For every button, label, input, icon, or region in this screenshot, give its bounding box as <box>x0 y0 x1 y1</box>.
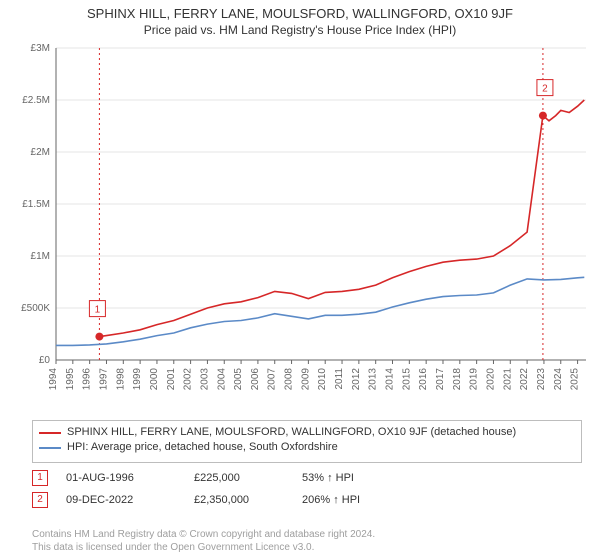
x-tick-label: 2001 <box>166 368 177 391</box>
x-tick-label: 2004 <box>216 368 227 391</box>
series-hpi <box>56 277 584 345</box>
x-tick-label: 2005 <box>233 368 244 391</box>
legend-swatch <box>39 447 61 449</box>
legend-label: SPHINX HILL, FERRY LANE, MOULSFORD, WALL… <box>67 425 516 440</box>
x-tick-label: 2019 <box>469 368 480 391</box>
sale-row-hpi: 206% ↑ HPI <box>302 494 392 506</box>
x-tick-label: 2025 <box>570 368 581 391</box>
sale-row-hpi: 53% ↑ HPI <box>302 472 392 484</box>
sale-row-price: £2,350,000 <box>194 494 284 506</box>
sale-points-table: 1 01-AUG-1996 £225,000 53% ↑ HPI 2 09-DEC-202… <box>32 470 582 514</box>
y-tick-label: £1M <box>31 251 50 262</box>
y-tick-label: £1.5M <box>22 199 50 210</box>
footer-line-2: This data is licensed under the Open Gov… <box>32 542 582 555</box>
x-tick-label: 2011 <box>334 368 345 390</box>
legend-label: HPI: Average price, detached house, Sout… <box>67 440 338 455</box>
x-tick-label: 2024 <box>553 368 564 391</box>
x-tick-label: 2002 <box>183 368 194 391</box>
sale-dot <box>539 112 547 120</box>
x-tick-label: 2009 <box>300 368 311 391</box>
x-tick-label: 2017 <box>435 368 446 391</box>
series-price_paid <box>99 100 584 337</box>
legend: SPHINX HILL, FERRY LANE, MOULSFORD, WALL… <box>32 420 582 463</box>
sale-callout-number: 2 <box>542 84 548 95</box>
legend-swatch <box>39 432 61 434</box>
footer-line-1: Contains HM Land Registry data © Crown c… <box>32 529 582 542</box>
x-tick-label: 1999 <box>132 368 143 391</box>
legend-row: HPI: Average price, detached house, Sout… <box>39 440 575 455</box>
sale-row-price: £225,000 <box>194 472 284 484</box>
x-tick-label: 2015 <box>401 368 412 391</box>
x-tick-label: 2021 <box>502 368 513 391</box>
x-tick-label: 2018 <box>452 368 463 391</box>
chart-title: SPHINX HILL, FERRY LANE, MOULSFORD, WALL… <box>8 6 592 21</box>
chart-area: £0 £500K £1M £1.5M £2M £2.5M £3M 1994 1995 1996 19… <box>0 40 600 410</box>
sale-row-date: 01-AUG-1996 <box>66 472 176 484</box>
sale-row-date: 09-DEC-2022 <box>66 494 176 506</box>
sale-row-marker: 2 <box>32 492 48 508</box>
y-tick-label: £2.5M <box>22 95 50 106</box>
x-tick-label: 2007 <box>267 368 278 391</box>
attribution-footer: Contains HM Land Registry data © Crown c… <box>32 529 582 554</box>
sale-row: 2 09-DEC-2022 £2,350,000 206% ↑ HPI <box>32 492 582 508</box>
line-chart: £0 £500K £1M £1.5M £2M £2.5M £3M 1994 1995 1996 19… <box>0 40 600 410</box>
sale-row: 1 01-AUG-1996 £225,000 53% ↑ HPI <box>32 470 582 486</box>
x-tick-label: 1997 <box>98 368 109 391</box>
x-tick-label: 1996 <box>82 368 93 391</box>
sale-callout-number: 1 <box>95 305 101 316</box>
x-tick-label: 1994 <box>48 368 59 391</box>
x-tick-label: 2012 <box>351 368 362 391</box>
y-tick-label: £0 <box>39 355 51 366</box>
y-tick-label: £2M <box>31 147 50 158</box>
x-tick-label: 2000 <box>149 368 160 391</box>
x-tick-label: 2023 <box>536 368 547 391</box>
x-tick-label: 1995 <box>65 368 76 391</box>
chart-titles: SPHINX HILL, FERRY LANE, MOULSFORD, WALL… <box>0 0 600 37</box>
x-tick-label: 2016 <box>418 368 429 391</box>
x-tick-label: 2014 <box>385 368 396 391</box>
x-tick-label: 1998 <box>115 368 126 391</box>
x-tick-label: 2003 <box>199 368 210 391</box>
x-tick-label: 2020 <box>485 368 496 391</box>
y-tick-label: £3M <box>31 43 50 54</box>
x-tick-label: 2008 <box>284 368 295 391</box>
legend-row: SPHINX HILL, FERRY LANE, MOULSFORD, WALL… <box>39 425 575 440</box>
x-tick-label: 2013 <box>368 368 379 391</box>
y-tick-label: £500K <box>21 303 50 314</box>
x-tick-label: 2006 <box>250 368 261 391</box>
sale-dot <box>95 333 103 341</box>
x-tick-label: 2022 <box>519 368 530 391</box>
chart-subtitle: Price paid vs. HM Land Registry's House … <box>8 23 592 37</box>
sale-row-marker: 1 <box>32 470 48 486</box>
x-tick-label: 2010 <box>317 368 328 391</box>
